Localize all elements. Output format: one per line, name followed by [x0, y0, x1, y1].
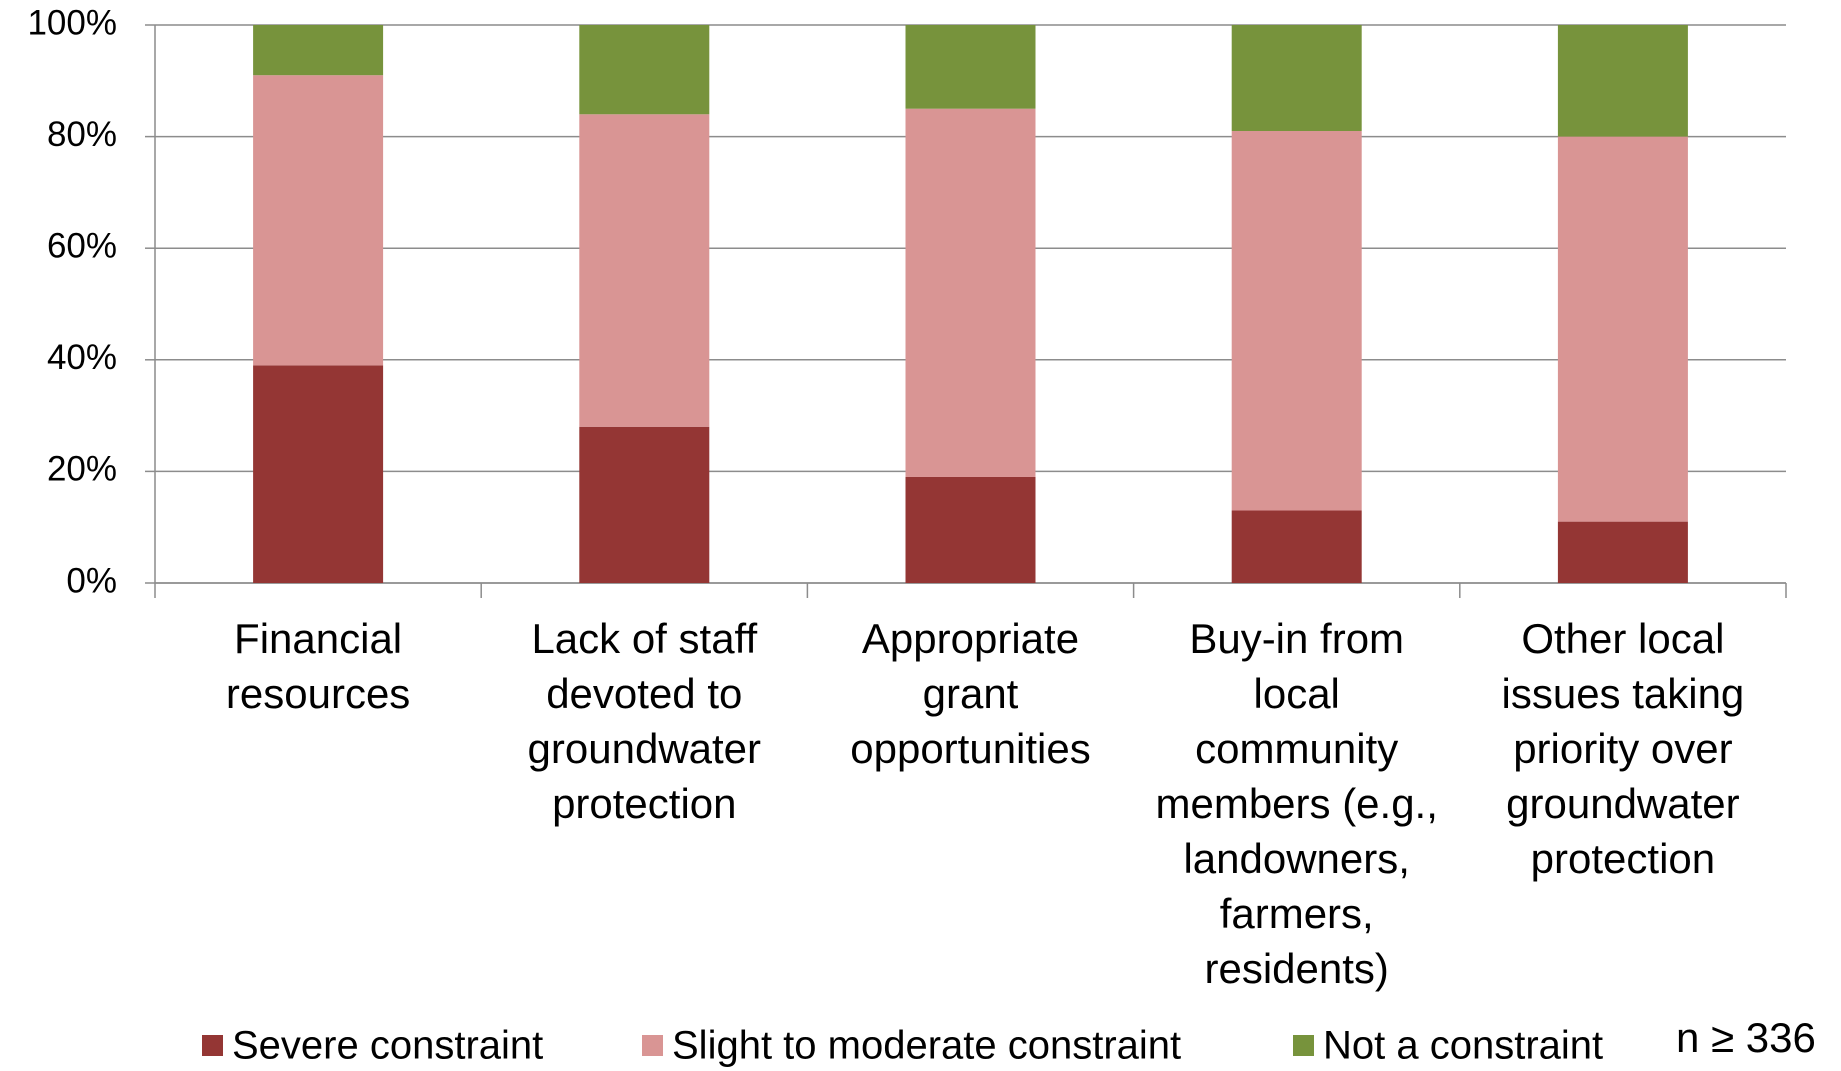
y-tick-label: 0% [66, 561, 117, 600]
legend-label: Slight to moderate constraint [672, 1024, 1181, 1068]
legend-swatch [642, 1035, 663, 1056]
x-tick-label: Financial resources [226, 615, 410, 717]
annotation: n ≥ 336 [1676, 1014, 1816, 1061]
bar-segment [253, 25, 384, 76]
legend-label: Not a constraint [1323, 1024, 1603, 1068]
bar-segment [579, 426, 710, 583]
bar-segment [905, 476, 1036, 583]
bar-segment [905, 108, 1036, 477]
legend-label: Severe constraint [232, 1024, 543, 1068]
bar-segment [1557, 25, 1688, 137]
x-tick-label: Other local issues taking priority over gro… [1502, 615, 1745, 882]
bar-segment [1557, 136, 1688, 522]
bar-segment [1231, 510, 1362, 583]
y-tick-label: 20% [47, 450, 117, 489]
legend-swatch [202, 1035, 223, 1056]
y-tick-label: 40% [47, 338, 117, 377]
bar-segment [905, 25, 1036, 109]
x-tick-label: Appropriate grant opportunities [850, 615, 1091, 772]
bar-segment [1557, 521, 1688, 583]
y-tick-label: 80% [47, 115, 117, 154]
bar-segment [253, 75, 384, 366]
x-tick-label: Lack of staff devoted to groundwater protec… [528, 615, 761, 827]
bar-segment [1231, 25, 1362, 132]
bar-segment [579, 25, 710, 115]
y-tick-label: 60% [47, 226, 117, 265]
legend-swatch [1293, 1035, 1314, 1056]
bar-segment [253, 365, 384, 583]
bar-segment [1231, 131, 1362, 511]
x-tick-label: Buy-in from local community members (e.g., l… [1155, 615, 1437, 992]
bar-segment [579, 114, 710, 427]
y-tick-label: 100% [27, 3, 117, 42]
